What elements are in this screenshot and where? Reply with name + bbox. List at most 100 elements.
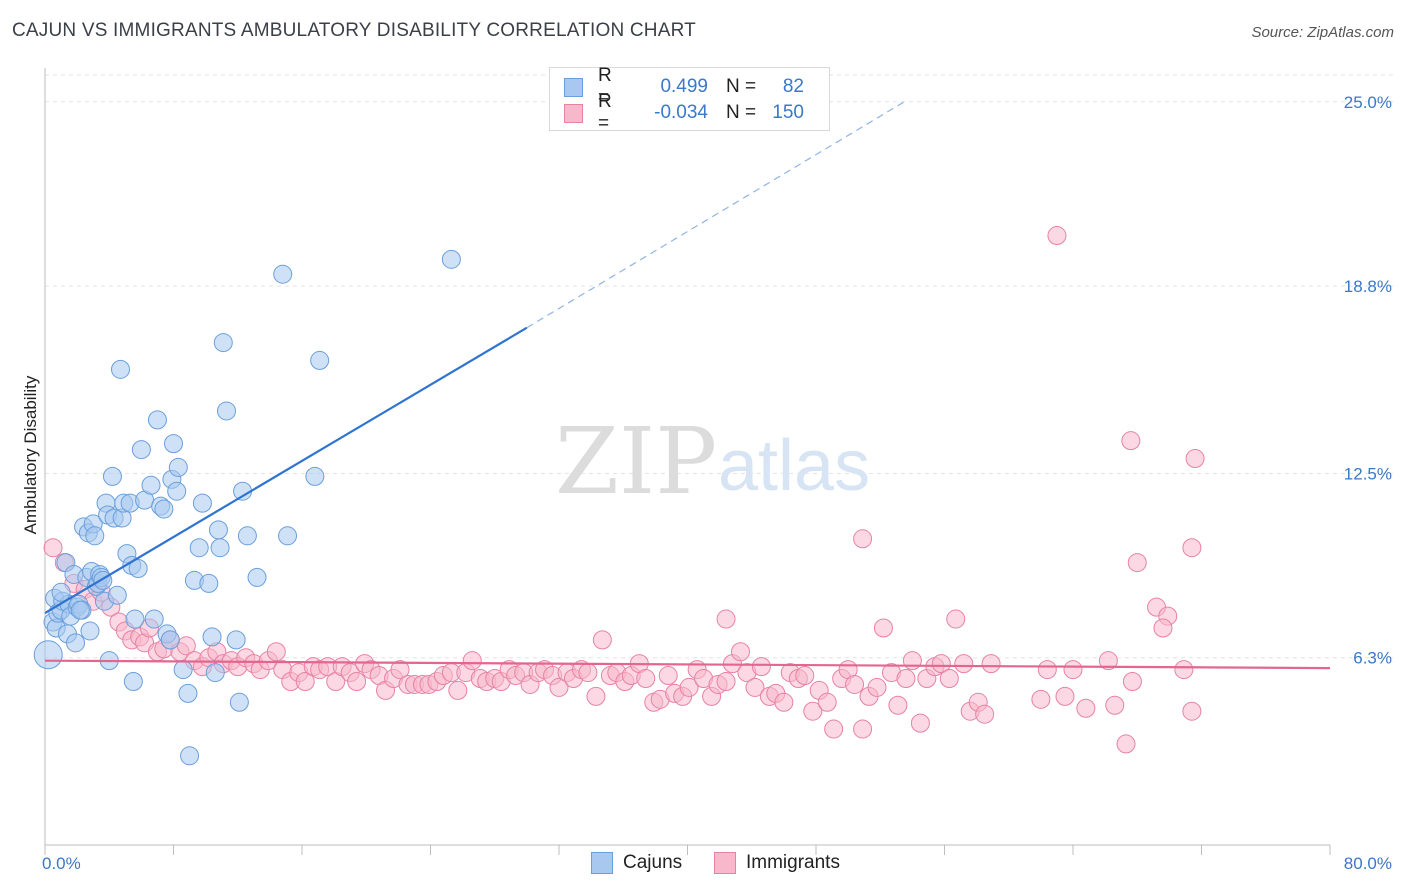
immigrant-point	[896, 669, 916, 689]
watermark-atlas: atlas	[718, 426, 870, 506]
legend-swatch-immigrants	[564, 103, 583, 123]
immigrant-point	[1127, 553, 1147, 573]
cajuns-trend-extension	[526, 101, 905, 329]
cajun-point	[80, 621, 100, 641]
x-tick-label-max: 80.0%	[1344, 854, 1392, 873]
cajun-point	[213, 333, 233, 353]
cajuns-points	[33, 249, 461, 766]
immigrant-point	[578, 663, 598, 683]
immigrant-point	[716, 609, 736, 629]
immigrant-point	[853, 529, 873, 549]
immigrant-point	[390, 660, 410, 680]
immigrant-point	[1116, 734, 1136, 754]
immigrant-point	[347, 671, 367, 691]
immigrant-point	[266, 642, 286, 662]
cajun-point	[208, 520, 228, 540]
immigrant-point	[1063, 660, 1083, 680]
cajun-point	[167, 481, 187, 501]
cajun-point	[154, 499, 174, 519]
immigrant-point	[824, 719, 844, 739]
cajun-point	[189, 538, 209, 558]
cajun-point	[205, 663, 225, 683]
cajun-point	[51, 582, 71, 602]
cajun-point	[192, 493, 212, 513]
legend-n-value: 150	[772, 102, 804, 123]
immigrant-point	[853, 719, 873, 739]
cajun-point	[125, 609, 145, 629]
legend-n-label: N =	[726, 102, 757, 123]
immigrant-point	[946, 609, 966, 629]
cajun-point	[217, 401, 237, 421]
cajun-point	[141, 475, 161, 495]
legend-r-label: R =	[598, 91, 612, 134]
legend-r-value: -0.034	[654, 102, 708, 123]
legend-item-cajuns: Cajuns	[591, 852, 682, 874]
immigrant-point	[867, 677, 887, 697]
cajuns-trend-line	[44, 326, 528, 615]
cajun-point	[33, 640, 63, 670]
immigrant-point	[795, 666, 815, 686]
chart-title: CAJUN VS IMMIGRANTS AMBULATORY DISABILIT…	[12, 20, 696, 41]
cajun-point	[178, 683, 198, 703]
source-note: Source: ZipAtlas.com	[1251, 24, 1394, 41]
immigrant-point	[592, 630, 612, 650]
watermark: ZIP atlas	[555, 408, 870, 515]
immigrant-point	[888, 695, 908, 715]
immigrant-point	[448, 680, 468, 700]
immigrant-point	[43, 538, 63, 558]
immigrant-point	[1098, 651, 1118, 671]
immigrant-point	[1174, 660, 1194, 680]
immigrant-point	[1037, 660, 1057, 680]
cajun-point	[202, 627, 222, 647]
immigrant-point	[295, 671, 315, 691]
legend-row-immigrants: R = -0.034 N = 150	[564, 91, 804, 134]
immigrant-point	[1153, 618, 1173, 638]
grid-lines	[45, 74, 1395, 659]
immigrant-point	[751, 657, 771, 677]
cajun-point	[128, 559, 148, 579]
cajun-point	[123, 671, 143, 691]
watermark-zip: ZIP	[555, 408, 717, 515]
cajun-point	[110, 359, 130, 379]
legend-swatch-immigrants	[714, 852, 736, 874]
tick-labels: 6.3% 12.5% 18.8% 25.0% 0.0% 80.0%	[42, 93, 1392, 873]
immigrant-point	[1121, 431, 1141, 451]
trend-lines	[44, 101, 1331, 670]
immigrant-point	[636, 669, 656, 689]
immigrant-point	[1122, 671, 1142, 691]
cajun-point	[144, 609, 164, 629]
cajun-point	[66, 633, 86, 653]
immigrant-point	[1182, 538, 1202, 558]
immigrant-point	[954, 654, 974, 674]
immigrant-point	[902, 651, 922, 671]
immigrant-point	[549, 677, 569, 697]
cajun-point	[441, 249, 461, 269]
cajun-point	[199, 573, 219, 593]
immigrant-point	[975, 704, 995, 724]
immigrant-point	[586, 686, 606, 706]
immigrant-point	[931, 654, 951, 674]
legend-n-value: 82	[782, 76, 804, 97]
cajun-point	[85, 526, 105, 546]
immigrants-trend-line	[44, 659, 1331, 670]
immigrant-point	[731, 642, 751, 662]
cajun-point	[226, 630, 246, 650]
immigrant-point	[817, 692, 837, 712]
immigrant-point	[716, 671, 736, 691]
legend-r-label: R =	[598, 65, 612, 108]
legend-item-immigrants: Immigrants	[714, 852, 840, 874]
cajun-point	[310, 350, 330, 370]
cajun-point	[102, 466, 122, 486]
cajun-point	[160, 630, 180, 650]
immigrant-point	[939, 669, 959, 689]
immigrant-point	[981, 654, 1001, 674]
cajun-point	[131, 440, 151, 460]
legend-label-immigrants: Immigrants	[746, 852, 840, 873]
x-tick-label-min: 0.0%	[42, 854, 81, 873]
cajun-point	[164, 434, 183, 454]
immigrant-point	[1031, 689, 1051, 709]
y-tick-label: 25.0%	[1344, 93, 1392, 112]
immigrant-point	[1185, 449, 1205, 469]
cajun-point	[180, 746, 200, 766]
